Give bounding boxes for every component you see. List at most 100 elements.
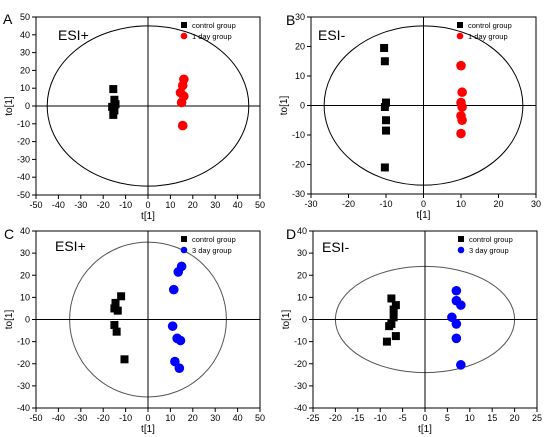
legend-swatch-control-c: [181, 236, 187, 242]
data-point-control-a: [110, 95, 119, 104]
panel-label-b: B: [286, 12, 295, 28]
data-point-treatment-b: [456, 60, 466, 71]
y-ticks-b: -30 -20 -10 0 10 20 30: [292, 12, 311, 199]
chart-title-a: ESI+: [58, 27, 89, 43]
data-point-treatment-a: [176, 97, 187, 108]
legend-label-control-d: control group: [469, 235, 513, 244]
data-point-treatment-d: [451, 285, 462, 296]
x-tick-label-c: -20: [97, 413, 110, 423]
x-tick-label-d: 10: [465, 413, 475, 423]
x-axis-label-b: t[1]: [417, 210, 431, 221]
panel-c: C -50 -40 -30 -20 -10 0 10 20 30 40 50 -40-30-20-1…: [4, 226, 265, 435]
data-point-control-c: [112, 327, 121, 336]
legend-swatch-treatment-d: [457, 246, 465, 254]
data-point-treatment-b: [457, 102, 467, 112]
y-tick-label-c: -20: [17, 359, 30, 369]
data-point-control-c: [117, 292, 126, 301]
y-tick-label-b: -10: [292, 130, 305, 140]
x-ticks-c: -50 -40 -30 -20 -10 0 10 20 30 40 50: [29, 408, 265, 423]
data-point-control-b: [380, 102, 389, 111]
x-axis-label-a: t[1]: [141, 211, 155, 222]
data-point-control-a: [109, 110, 118, 119]
x-tick-label-a: -10: [119, 200, 132, 210]
x-tick-label-b: 30: [531, 199, 541, 209]
data-points-b: [380, 43, 467, 172]
legend-a: control group 1 day group: [180, 21, 236, 41]
y-tick-label-d: -40: [294, 403, 307, 413]
y-tick-label-c: 30: [20, 248, 30, 258]
data-point-treatment-c: [168, 284, 179, 295]
legend-swatch-treatment-c: [180, 246, 188, 254]
x-tick-label-a: 20: [188, 200, 198, 210]
y-ticks-a: -50 -40 -30 -20 -10 0 10 20 30 40 50: [17, 12, 36, 200]
y-tick-label-b: 30: [295, 12, 305, 22]
x-tick-label-b: 0: [421, 199, 426, 209]
x-axis-label-c: t[1]: [141, 424, 155, 435]
y-tick-label-d: -20: [294, 359, 307, 369]
panel-a: A -50 -40 -30 -20 -10 0 10 20 30 40 50 -50 -40 -30 -2…: [3, 11, 265, 222]
y-tick-label-a: 20: [20, 65, 30, 75]
x-ticks-a: -50 -40 -30 -20 -10 0 10 20 30 40 50: [29, 195, 265, 210]
legend-b: control group 1 day group: [456, 21, 512, 41]
legend-entry-control-c: control group: [181, 235, 236, 244]
data-point-control-d: [385, 322, 394, 331]
x-tick-label-c: 40: [233, 413, 243, 423]
data-point-control-a: [109, 85, 118, 94]
y-tick-label-d: 40: [297, 226, 307, 236]
x-tick-label-c: -10: [119, 413, 132, 423]
y-tick-label-d: -30: [294, 381, 307, 391]
legend-swatch-control-a: [181, 22, 187, 28]
legend-label-control-b: control group: [468, 21, 512, 30]
x-tick-label-a: 30: [210, 200, 220, 210]
data-point-control-b: [380, 57, 389, 66]
data-points-a: [108, 74, 189, 131]
legend-swatch-treatment-a: [180, 32, 188, 40]
data-point-control-b: [380, 43, 389, 52]
legend-label-treatment-d: 3 day group: [469, 246, 509, 255]
x-axis-label-d: t[1]: [418, 424, 432, 435]
legend-label-treatment-b: 1 day group: [468, 32, 508, 41]
data-point-treatment-c: [174, 363, 185, 373]
x-tick-label-c: -30: [74, 413, 87, 423]
y-tick-label-a: -30: [17, 154, 30, 164]
y-tick-label-b: -30: [292, 189, 305, 199]
panel-b: B -30 -20 -10 0 10 20 30 -30 -20 -10 0 10 20 30 ESI-…: [279, 12, 541, 221]
data-point-treatment-d: [451, 319, 462, 329]
y-tick-label-a: -50: [17, 190, 30, 200]
y-ticks-c: -40 -30 -20 -10 0 10 20 30 40: [17, 226, 36, 413]
legend-label-control-c: control group: [192, 235, 236, 244]
y-tick-label-c: -10: [17, 337, 30, 347]
x-tick-label-c: 30: [210, 413, 220, 423]
x-tick-label-c: -40: [52, 413, 65, 423]
legend-entry-control-a: control group: [181, 21, 236, 30]
legend-label-control-a: control group: [192, 21, 236, 30]
legend-label-treatment-a: 1 day group: [192, 32, 232, 41]
y-tick-label-d: -10: [294, 337, 307, 347]
y-tick-label-d: 30: [297, 248, 307, 258]
data-point-treatment-b: [456, 128, 466, 139]
data-point-control-c: [120, 355, 129, 364]
x-tick-label-d: 25: [532, 413, 542, 423]
data-point-treatment-d: [456, 360, 466, 370]
y-tick-label-a: 30: [20, 48, 30, 58]
legend-entry-control-d: control group: [458, 235, 513, 244]
data-point-control-d: [389, 305, 398, 314]
panel-d: D -25 -20 -15 -10 -5 0 5 10 15 20 25 -40 -30 -20 -10 0…: [281, 226, 542, 435]
data-point-control-b: [380, 163, 389, 172]
y-tick-label-b: 20: [295, 42, 305, 52]
legend-d: control group 3 day group: [457, 235, 513, 255]
x-tick-label-a: 40: [233, 200, 243, 210]
y-tick-label-a: 0: [25, 101, 30, 111]
y-tick-label-d: 0: [302, 315, 307, 325]
data-point-control-d: [389, 313, 398, 322]
legend-swatch-control-b: [457, 22, 463, 28]
y-tick-label-c: 0: [25, 315, 30, 325]
y-tick-label-a: 50: [20, 12, 30, 22]
panel-label-d: D: [286, 226, 296, 242]
x-tick-label-a: 50: [255, 200, 265, 210]
data-point-treatment-a: [177, 120, 188, 131]
x-tick-label-d: -5: [399, 413, 407, 423]
x-tick-label-d: -15: [351, 413, 364, 423]
chart-title-d: ESI-: [322, 239, 350, 255]
